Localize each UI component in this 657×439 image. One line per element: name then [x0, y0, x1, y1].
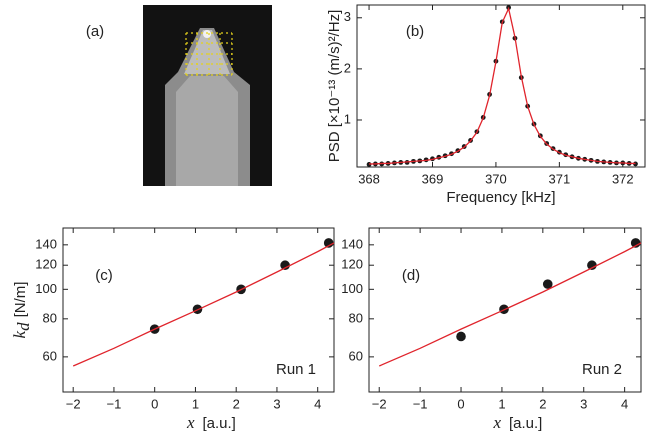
panel-label: (c)	[95, 267, 113, 284]
x-tick-label: 370	[485, 171, 507, 186]
x-tick-label: 4	[621, 396, 628, 411]
plot-frame	[356, 4, 646, 168]
data-point	[323, 238, 334, 248]
x-axis-symbol: x	[186, 413, 195, 432]
y-tick-label: 80	[349, 310, 363, 325]
x-tick-label: 1	[498, 396, 505, 411]
x-tick-label: 0	[457, 396, 464, 411]
y-tick-label: 3	[344, 9, 351, 24]
grid-overlay	[185, 32, 233, 76]
y-tick-label: 120	[35, 257, 57, 272]
y-axis-label: PSD [×10⁻¹³ (m/s)²/Hz]	[326, 10, 343, 163]
data-point	[633, 161, 638, 167]
y-axis-unit: [N/m]	[12, 282, 29, 318]
x-tick-label: 372	[612, 171, 634, 186]
x-axis-label: Frequency [kHz]	[446, 189, 555, 206]
annotation: Run 1	[276, 361, 316, 378]
probe-tip	[184, 30, 230, 74]
y-tick-label: 60	[349, 348, 363, 363]
panel-label: (a)	[86, 23, 104, 40]
x-tick-label: 371	[549, 171, 571, 186]
x-tick-label: −1	[413, 396, 428, 411]
tip-highlight	[203, 30, 211, 38]
x-tick-label: 369	[422, 171, 444, 186]
probe-face	[176, 76, 238, 186]
y-tick-label: 100	[35, 281, 57, 296]
x-tick-label: 1	[192, 396, 199, 411]
data-point	[587, 260, 597, 271]
y-tick-label: 140	[35, 236, 57, 251]
fit-line	[369, 6, 636, 165]
x-tick-label: 2	[539, 396, 546, 411]
y-tick-label: 80	[43, 310, 57, 325]
x-axis-symbol: x	[492, 413, 501, 432]
x-tick-label: −2	[66, 396, 81, 411]
x-tick-label: 3	[273, 396, 280, 411]
y-tick-label: 1	[344, 111, 351, 126]
x-tick-label: 2	[233, 396, 240, 411]
x-axis-unit: [a.u.]	[203, 415, 236, 432]
x-tick-label: 368	[358, 171, 380, 186]
data-point	[280, 260, 290, 271]
micrograph	[143, 5, 272, 186]
y-tick-label: 60	[43, 348, 57, 363]
annotation: Run 2	[582, 361, 622, 378]
y-tick-label: 140	[341, 236, 363, 251]
plot-frame	[368, 227, 642, 393]
fit-line	[378, 242, 642, 367]
fit-line	[72, 242, 335, 367]
x-axis-unit: [a.u.]	[509, 415, 542, 432]
data-point	[456, 331, 466, 342]
panel-label: (b)	[406, 23, 424, 40]
y-axis-symbol: k	[10, 330, 29, 338]
x-tick-label: 4	[314, 396, 321, 411]
x-tick-label: −1	[107, 396, 122, 411]
x-tick-label: 3	[580, 396, 587, 411]
y-tick-label: 120	[341, 257, 363, 272]
data-point	[630, 238, 641, 248]
y-tick-label: 100	[341, 281, 363, 296]
panel-label: (d)	[402, 267, 420, 284]
data-point	[542, 279, 553, 289]
y-axis-subscript: d	[14, 322, 33, 331]
y-tick-label: 2	[344, 60, 351, 75]
x-tick-label: 0	[151, 396, 158, 411]
plot-frame	[62, 227, 335, 393]
x-tick-label: −2	[372, 396, 387, 411]
y-axis-label: kd [N/m]	[10, 282, 33, 339]
